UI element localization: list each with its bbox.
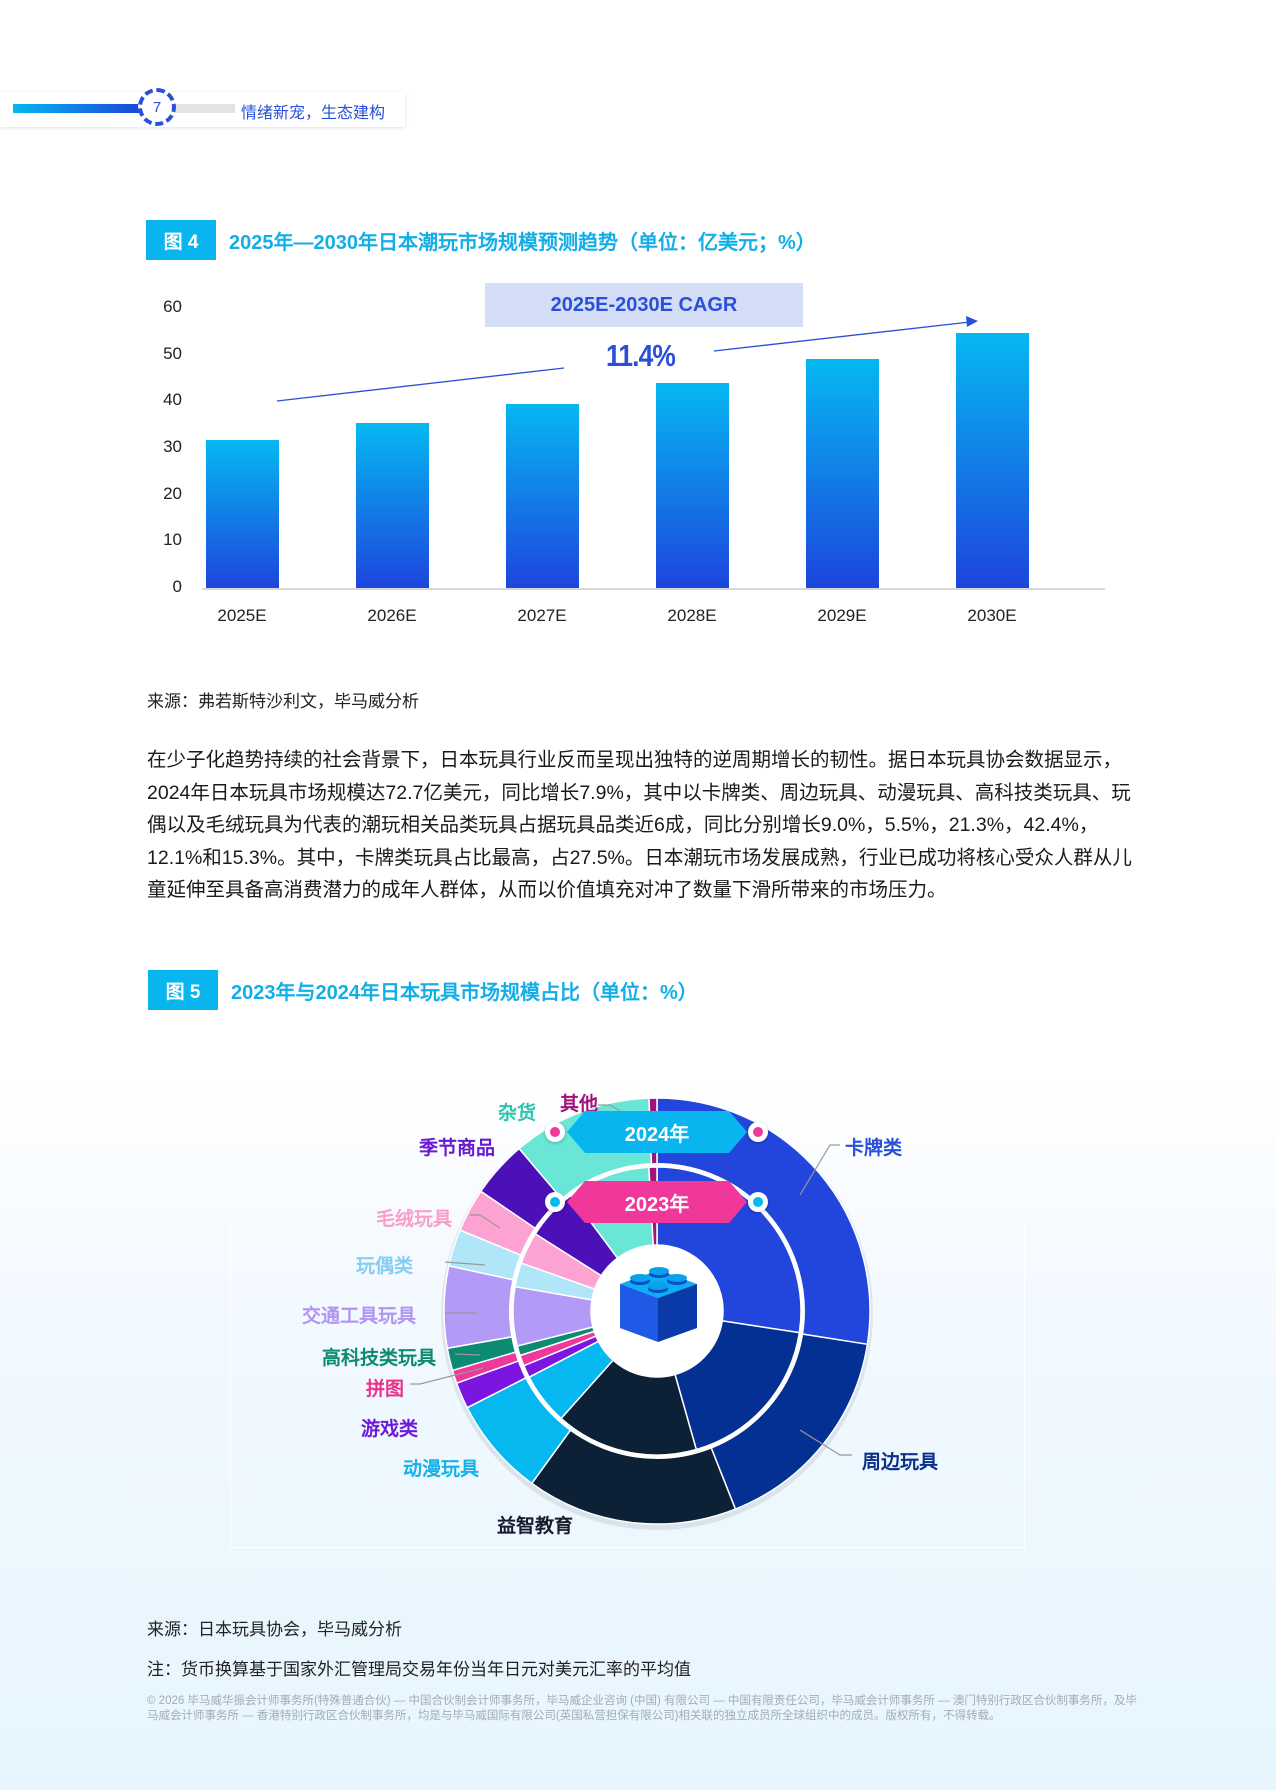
- outer-ring-year-tag: 2024年: [567, 1111, 747, 1153]
- body-paragraph: 在少子化趋势持续的社会背景下，日本玩具行业反而呈现出独特的逆周期增长的韧性。据日…: [147, 749, 1132, 901]
- pie-label-12: 其他: [560, 1094, 599, 1115]
- cagr-trend-arrow-icon: [276, 316, 978, 402]
- pie-label-7: 交通工具玩具: [302, 1306, 417, 1327]
- y-tick-label: 0: [172, 577, 182, 596]
- leader-line: [410, 1367, 484, 1385]
- figure-5-tag: 图 5: [148, 970, 218, 1010]
- pie-label-10: 季节商品: [419, 1138, 496, 1159]
- x-tick-label: 2029E: [817, 606, 867, 625]
- copyright-footer: © 2026 毕马威华振会计师事务所(特殊普通合伙) — 中国合伙制会计师事务所…: [147, 1695, 1137, 1722]
- figure-5-source: 来源：日本玩具协会，毕马威分析: [147, 1620, 402, 1639]
- inner-ring-year-tag: 2023年: [567, 1181, 747, 1223]
- x-axis-line: [202, 588, 1105, 590]
- bar-2030E: [956, 333, 1029, 588]
- page-number: 7: [152, 98, 162, 116]
- x-tick-label: 2028E: [667, 606, 717, 625]
- leader-line: [598, 1104, 621, 1112]
- pie-label-6: 高科技类玩具: [322, 1348, 437, 1369]
- progress-bar-fill: [13, 104, 148, 113]
- y-tick-label: 10: [163, 530, 182, 550]
- figure-4-tag: 图 4: [146, 220, 216, 260]
- x-tick-label: 2030E: [967, 606, 1017, 625]
- leader-line: [799, 1429, 852, 1456]
- y-tick-label: 20: [163, 483, 182, 503]
- pie-label-0: 卡牌类: [845, 1138, 903, 1159]
- pie-label-11: 杂货: [498, 1103, 537, 1124]
- pie-label-8: 玩偶类: [356, 1256, 414, 1277]
- x-tick-label: 2026E: [367, 606, 417, 625]
- pie-label-2: 益智教育: [497, 1516, 574, 1537]
- bar-2027E: [506, 403, 579, 588]
- cagr-value: 11.4%: [606, 338, 676, 373]
- y-tick-label: 40: [163, 390, 182, 410]
- pie-label-3: 动漫玩具: [403, 1459, 480, 1480]
- pie-label-1: 周边玩具: [862, 1452, 939, 1473]
- figure-5-note: 注：货币换算基于国家外汇管理局交易年份当年日元对美元汇率的平均值: [147, 1660, 691, 1679]
- inner-ring-year-label: 2023年: [624, 1193, 690, 1216]
- outer-ring-year-label: 2024年: [624, 1123, 690, 1146]
- leader-line: [454, 1353, 481, 1356]
- bar-chart: 0 10 20 30 40 50 60 2025E 2026E 2027E 2028E 2029E 2…: [140, 280, 1120, 640]
- inner-tag-right-dot: [748, 1192, 768, 1212]
- section-title: 情绪新宠，生态建构: [241, 105, 386, 122]
- section-header: 7 情绪新宠，生态建构: [0, 88, 405, 127]
- leader-line: [799, 1144, 840, 1196]
- figure-5-title: 图 5 2023年与2024年日本玩具市场规模占比（单位：%）: [148, 970, 698, 1010]
- figure-4-caption: 2025年—2030年日本潮玩市场规模预测趋势（单位：亿美元；%）: [229, 231, 816, 254]
- leader-line: [444, 1261, 486, 1266]
- nested-donut-chart: [410, 1097, 873, 1530]
- page-number-badge: 7: [138, 88, 176, 126]
- inner-tag-left-dot: [545, 1192, 565, 1212]
- bar-2028E: [656, 382, 729, 588]
- figure-5-caption: 2023年与2024年日本玩具市场规模占比（单位：%）: [231, 981, 698, 1004]
- figure-4-source: 来源：弗若斯特沙利文，毕马威分析: [147, 692, 419, 711]
- bar-2026E: [356, 422, 429, 588]
- y-tick-label: 50: [163, 343, 182, 363]
- cagr-label: 2025E-2030E CAGR: [550, 293, 738, 316]
- x-tick-label: 2025E: [217, 606, 267, 625]
- outer-tag-left-dot: [545, 1122, 565, 1142]
- pie-label-4: 游戏类: [361, 1419, 419, 1440]
- progress-bar-track: [148, 104, 235, 113]
- pie-label-5: 拼图: [366, 1379, 405, 1400]
- y-tick-label: 60: [163, 297, 182, 316]
- y-tick-label: 30: [163, 437, 182, 456]
- leader-line: [470, 1214, 501, 1229]
- bar-2029E: [806, 359, 879, 588]
- lego-brick-icon: [620, 1267, 697, 1342]
- outer-tag-right-dot: [748, 1122, 768, 1142]
- pie-label-9: 毛绒玩具: [376, 1209, 453, 1230]
- figure-4-title: 图 4 2025年—2030年日本潮玩市场规模预测趋势（单位：亿美元；%）: [146, 220, 816, 260]
- cagr-label-box: 2025E-2030E CAGR: [485, 283, 803, 327]
- bar-2025E: [206, 439, 279, 588]
- x-tick-label: 2027E: [517, 606, 567, 625]
